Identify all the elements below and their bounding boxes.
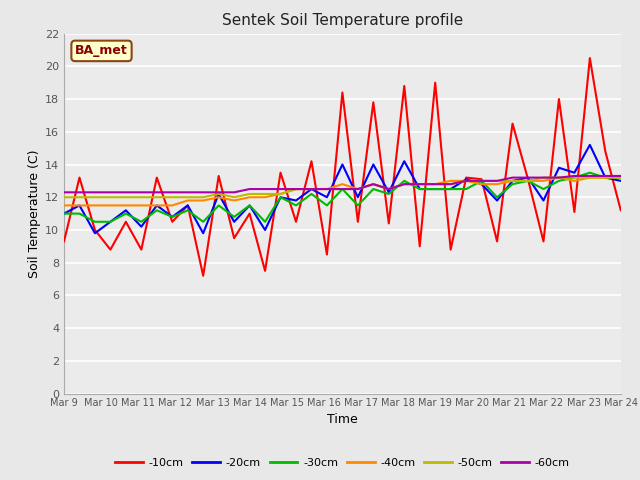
Title: Sentek Soil Temperature profile: Sentek Soil Temperature profile: [222, 13, 463, 28]
Text: BA_met: BA_met: [75, 44, 128, 58]
Y-axis label: Soil Temperature (C): Soil Temperature (C): [28, 149, 41, 278]
X-axis label: Time: Time: [327, 413, 358, 426]
Legend: -10cm, -20cm, -30cm, -40cm, -50cm, -60cm: -10cm, -20cm, -30cm, -40cm, -50cm, -60cm: [111, 453, 574, 472]
